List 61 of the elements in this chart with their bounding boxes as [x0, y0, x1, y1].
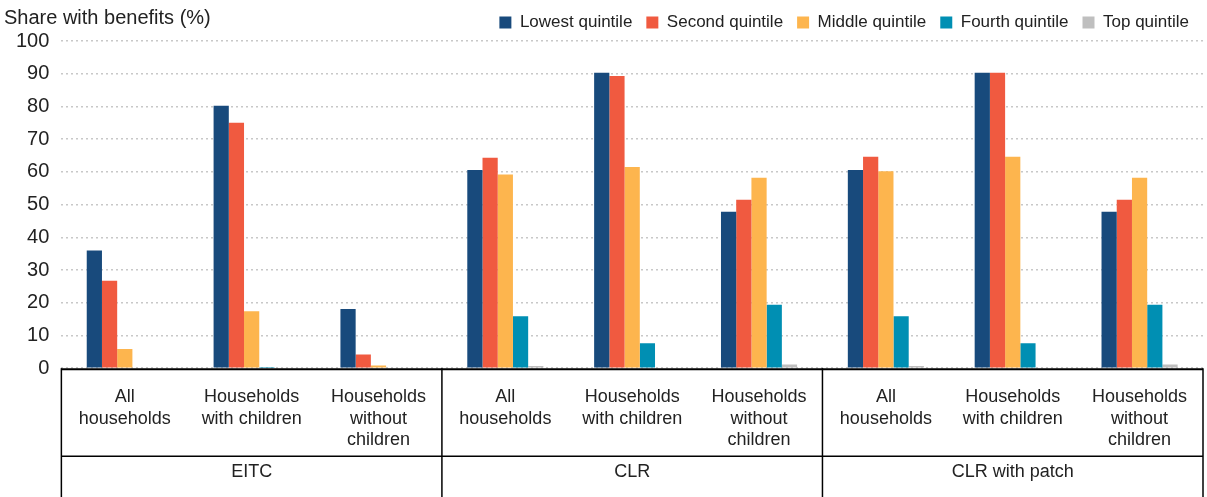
bar [736, 199, 752, 368]
bar [1131, 177, 1148, 368]
bar [751, 177, 767, 368]
bar [639, 343, 656, 368]
bar [624, 166, 640, 368]
legend-label: Lowest quintile [519, 12, 633, 32]
bar [893, 316, 909, 368]
bar [340, 308, 356, 368]
y-tick-label: 10 [27, 323, 50, 345]
bar [1101, 211, 1117, 368]
bar [482, 157, 498, 368]
y-tick-label: 50 [27, 192, 50, 215]
text: CLR with patch [951, 461, 1074, 482]
x-tick-label: Households with children [961, 385, 1063, 428]
bar [974, 72, 990, 368]
bar [213, 105, 229, 368]
x-tick-label: All households [78, 385, 171, 428]
x-tick-label: All households [459, 385, 552, 428]
y-tick-label: 60 [27, 159, 50, 182]
x-tick-label: Households with children [200, 385, 302, 428]
legend-label: Middle quintile [817, 12, 927, 32]
x-tick-label: Households with children [581, 385, 683, 428]
y-tick-label: 80 [27, 93, 50, 116]
x-tick-label: Households without children [1092, 385, 1188, 450]
y-tick-label: 100 [15, 28, 50, 51]
legend-label: Fourth quintile [960, 12, 1069, 32]
x-tick-label: Households without children [330, 385, 427, 450]
bar [1116, 199, 1132, 368]
bar [101, 280, 118, 368]
legend-label: Second quintile [666, 12, 784, 32]
x-tick-label: Households without children [711, 385, 807, 450]
bar [117, 348, 133, 368]
bar [878, 171, 894, 368]
y-tick-label: 0 [38, 355, 50, 378]
bar [594, 72, 610, 368]
text: EITC [231, 461, 273, 482]
bar [1005, 156, 1021, 368]
bar [512, 316, 529, 368]
bar [720, 211, 737, 368]
bar [228, 122, 245, 368]
bar [766, 304, 782, 368]
legend-label: Top quintile [1103, 12, 1190, 32]
bar [497, 174, 513, 368]
bar [355, 354, 371, 368]
bar [863, 156, 879, 368]
bar [86, 250, 102, 368]
y-axis-title: Share with benefits (%) [4, 5, 211, 28]
y-tick-label: 70 [27, 126, 50, 149]
y-tick-label: 40 [27, 224, 50, 247]
x-tick-label: All households [839, 385, 932, 428]
y-tick-label: 20 [27, 290, 50, 313]
y-tick-label: 30 [27, 257, 50, 280]
bar [467, 169, 483, 368]
bar [989, 72, 1006, 368]
bar [1147, 304, 1163, 368]
bar [847, 169, 864, 368]
bar [244, 311, 260, 368]
bar [609, 76, 625, 368]
text: CLR [614, 461, 651, 482]
bar [1020, 343, 1036, 368]
y-tick-label: 90 [27, 61, 50, 84]
